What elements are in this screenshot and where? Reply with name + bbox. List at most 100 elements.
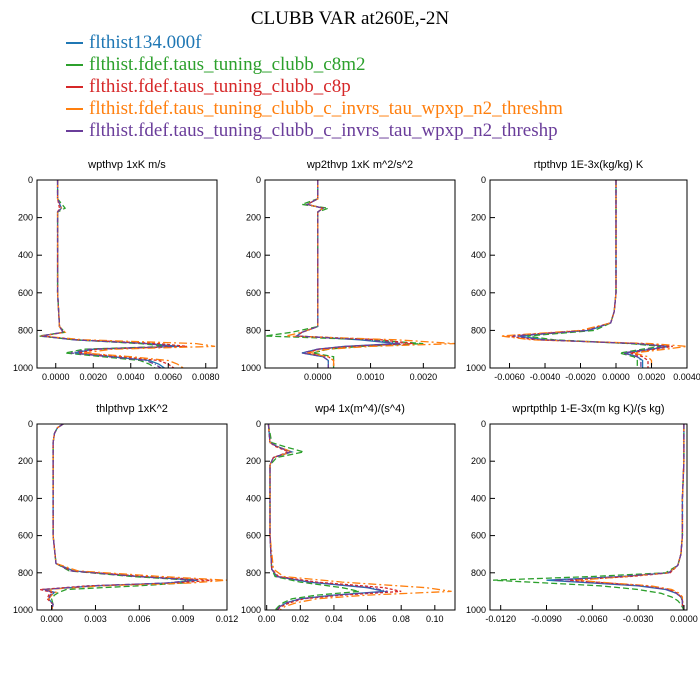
- y-tick-label: 200: [18, 456, 33, 466]
- legend-item: flthist.fdef.taus_tuning_clubb_c8p: [66, 76, 563, 98]
- x-tick-label: 0.000: [40, 614, 63, 624]
- plot-frame: [36, 179, 218, 369]
- x-tick-label: 0.06: [359, 614, 377, 624]
- x-tick-label: 0.02: [292, 614, 310, 624]
- series-line: [505, 180, 673, 368]
- y-tick-label: 400: [18, 493, 33, 503]
- x-tick-label: 0.0060: [154, 372, 182, 382]
- panel-title: wprtpthlp 1-E-3x(m kg K)/(s kg): [511, 403, 664, 415]
- y-tick-label: 600: [471, 531, 486, 541]
- y-tick-label: 800: [471, 568, 486, 578]
- chart-panel: wprtpthlp 1-E-3x(m kg K)/(s kg) 0 200 400 60…: [466, 403, 698, 624]
- x-tick-label: 0.0000: [670, 614, 698, 624]
- y-tick-label: 1000: [13, 605, 33, 615]
- x-tick-label: 0.003: [84, 614, 107, 624]
- plot-frame: [264, 423, 456, 611]
- x-tick-label: 0.0000: [602, 372, 630, 382]
- y-tick-label: 800: [246, 325, 261, 335]
- y-tick-label: 600: [18, 288, 33, 298]
- series-line: [294, 180, 403, 368]
- legend-item: flthist.fdef.taus_tuning_clubb_c8m2: [66, 54, 563, 76]
- legend-swatch: [66, 130, 83, 132]
- x-tick-label: -0.0040: [530, 372, 561, 382]
- series-line: [267, 424, 388, 610]
- x-tick-label: 0.006: [128, 614, 151, 624]
- x-tick-label: 0.08: [392, 614, 410, 624]
- y-tick-label: 0: [256, 175, 261, 185]
- x-tick-label: 0.04: [325, 614, 343, 624]
- y-tick-label: 800: [246, 568, 261, 578]
- legend-label: flthist134.000f: [89, 32, 202, 53]
- series-line: [265, 180, 424, 368]
- series-line: [40, 180, 216, 368]
- panel-title: wp2thvp 1xK m^2/s^2: [306, 159, 413, 171]
- y-tick-label: 0: [28, 419, 33, 429]
- y-tick-label: 600: [471, 288, 486, 298]
- plot-frame: [264, 179, 456, 369]
- y-tick-label: 200: [246, 213, 261, 223]
- x-tick-label: -0.0120: [485, 614, 516, 624]
- series-line: [267, 424, 360, 610]
- legend-label: flthist.fdef.taus_tuning_clubb_c8p: [89, 76, 351, 97]
- series-line: [50, 424, 191, 610]
- y-tick-label: 400: [246, 493, 261, 503]
- series-line: [39, 424, 213, 610]
- x-tick-label: 0.009: [172, 614, 195, 624]
- series-line: [267, 424, 385, 610]
- panel-title: wp4 1x(m^4)/(s^4): [314, 403, 405, 415]
- x-tick-label: 0.0010: [357, 372, 385, 382]
- x-tick-label: -0.0030: [623, 614, 654, 624]
- y-tick-label: 800: [471, 325, 486, 335]
- x-tick-label: -0.0090: [531, 614, 562, 624]
- series-line: [40, 180, 173, 368]
- y-tick-label: 200: [471, 213, 486, 223]
- series-line: [42, 424, 195, 610]
- plot-frame: [36, 423, 228, 611]
- x-tick-label: 0.0080: [192, 372, 220, 382]
- legend-swatch: [66, 42, 83, 44]
- series-line: [546, 424, 685, 610]
- x-tick-label: 0.0020: [638, 372, 666, 382]
- y-tick-label: 600: [246, 288, 261, 298]
- panel-title: thlpthvp 1xK^2: [96, 403, 168, 415]
- y-tick-label: 200: [246, 456, 261, 466]
- y-tick-label: 400: [471, 250, 486, 260]
- series-line: [267, 424, 402, 610]
- legend-item: flthist134.000f: [66, 32, 563, 54]
- panel-title: wpthvp 1xK m/s: [87, 159, 166, 171]
- x-tick-label: 0.0000: [304, 372, 332, 382]
- legend-item: flthist.fdef.taus_tuning_clubb_c_invrs_t…: [66, 98, 563, 120]
- x-tick-label: 0.0020: [79, 372, 107, 382]
- y-tick-label: 1000: [241, 605, 261, 615]
- x-tick-label: 0.012: [216, 614, 239, 624]
- chart-panel: wpthvp 1xK m/s 0 200 400 600 800 1000 0.0000 0.0…: [13, 159, 220, 382]
- x-tick-label: 0.0020: [410, 372, 438, 382]
- x-tick-label: -0.0060: [577, 614, 608, 624]
- page-title: CLUBB VAR at260E,-2N: [250, 8, 450, 29]
- chart-panel: rtpthvp 1E-3x(kg/kg) K02004006008001000-…: [466, 159, 700, 382]
- y-tick-label: 800: [18, 325, 33, 335]
- y-tick-label: 0: [28, 175, 33, 185]
- panel-title: rtpthvp 1E-3x(kg/kg) K: [534, 159, 644, 171]
- series-line: [513, 180, 666, 368]
- chart-panel: wp2thvp 1xK m^2/s^2 0 200 400 600 800 1000 0.00…: [241, 159, 456, 382]
- y-tick-label: 0: [481, 175, 486, 185]
- y-tick-label: 1000: [466, 363, 486, 373]
- legend-label: flthist.fdef.taus_tuning_clubb_c_invrs_t…: [89, 120, 558, 141]
- series-line: [45, 424, 227, 610]
- plot-frame: [489, 423, 688, 611]
- legend-label: flthist.fdef.taus_tuning_clubb_c8m2: [89, 54, 366, 75]
- y-tick-label: 1000: [241, 363, 261, 373]
- legend-swatch: [66, 86, 83, 88]
- y-tick-label: 1000: [466, 605, 486, 615]
- x-tick-label: -0.0060: [494, 372, 525, 382]
- legend-swatch: [66, 108, 83, 110]
- x-tick-label: -0.0020: [565, 372, 596, 382]
- x-tick-label: 0.00: [258, 614, 276, 624]
- series-line: [267, 424, 452, 610]
- legend-swatch: [66, 64, 83, 66]
- legend-label: flthist.fdef.taus_tuning_clubb_c_invrs_t…: [89, 98, 563, 119]
- x-tick-label: 0.0000: [42, 372, 70, 382]
